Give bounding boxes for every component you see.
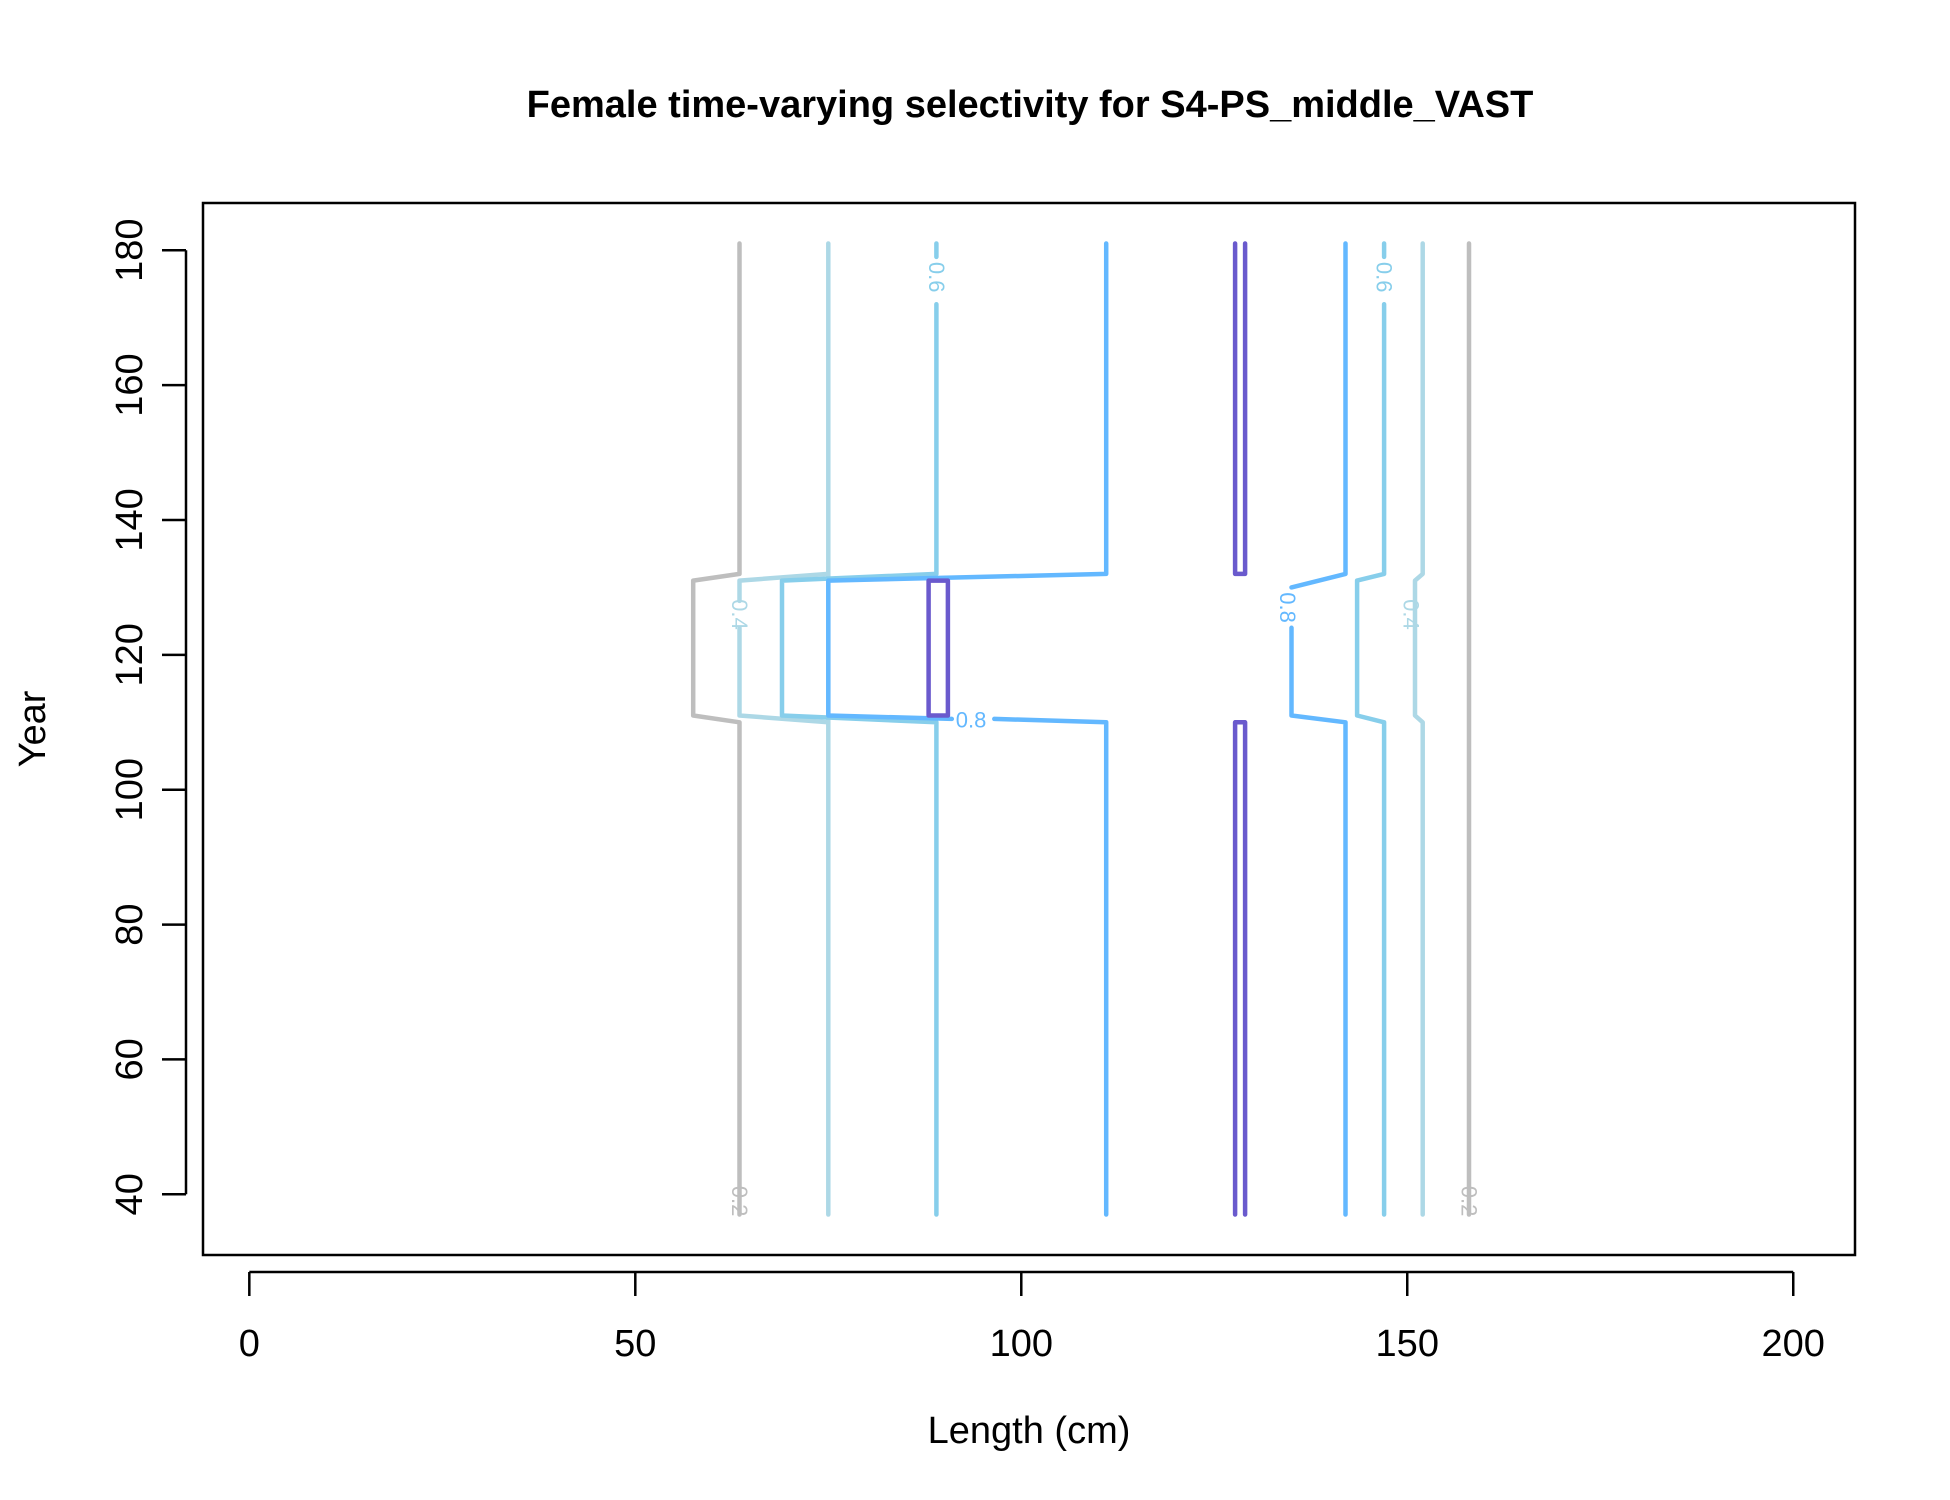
chart-title: Female time-varying selectivity for S4-P… (527, 84, 1534, 126)
contour-line-level-3-2 (1289, 625, 1348, 1217)
y-tick-label: 140 (109, 488, 151, 551)
x-axis: 0 50 100 150 200 (239, 1270, 1825, 1365)
contour-line-level-4-1 (1232, 720, 1248, 1217)
x-tick-label: 150 (1376, 1323, 1439, 1365)
y-axis-label: Year (12, 690, 54, 767)
y-tick-label: 180 (109, 218, 151, 281)
x-tick-label: 200 (1762, 1323, 1825, 1365)
contour-label-1-1: 0.4 (1399, 599, 1424, 630)
contour-label-3-0: 0.8 (956, 708, 987, 733)
contour-lines (690, 241, 1472, 1217)
contour-line-level-0-0 (690, 241, 742, 1217)
contour-label-0-0: 0.2 (727, 1186, 752, 1217)
y-tick-label: 100 (109, 758, 151, 821)
y-tick-label: 80 (109, 903, 151, 945)
contour-line-level-4-0 (926, 578, 951, 718)
contour-line-level-1-2 (737, 625, 831, 725)
contour-label-3-1: 0.8 (1275, 592, 1300, 623)
x-tick-label: 100 (990, 1323, 1053, 1365)
contour-line-level-2-2 (1354, 301, 1387, 1217)
contour-line-level-2-0 (779, 301, 939, 1217)
y-axis: 40 60 80 100 120 140 160 180 (109, 218, 188, 1215)
y-tick-label: 40 (109, 1173, 151, 1215)
contour-line-level-4-2 (1232, 241, 1248, 577)
contour-label-2-0: 0.6 (924, 262, 949, 293)
contour-label-0-1: 0.2 (1457, 1186, 1482, 1217)
y-tick-label: 60 (109, 1038, 151, 1080)
x-tick-label: 0 (239, 1323, 260, 1365)
contour-line-level-3-1 (826, 241, 1109, 722)
contour-line-level-1-1 (1412, 241, 1425, 1217)
x-tick-label: 50 (614, 1323, 656, 1365)
contour-labels: 0.2 0.2 0.4 0.4 0.6 0.6 0.8 0.8 (727, 262, 1482, 1216)
x-axis-label: Length (cm) (928, 1410, 1131, 1452)
contour-label-2-1: 0.6 (1372, 262, 1397, 293)
contour-line-level-1-3 (737, 571, 831, 604)
contour-line-level-3-3 (1289, 241, 1348, 590)
y-tick-label: 160 (109, 353, 151, 416)
contour-label-1-0: 0.4 (727, 599, 752, 630)
contour-line-level-3-0 (992, 716, 1109, 1217)
y-tick-label: 120 (109, 623, 151, 686)
plot-frame (201, 201, 1857, 1257)
